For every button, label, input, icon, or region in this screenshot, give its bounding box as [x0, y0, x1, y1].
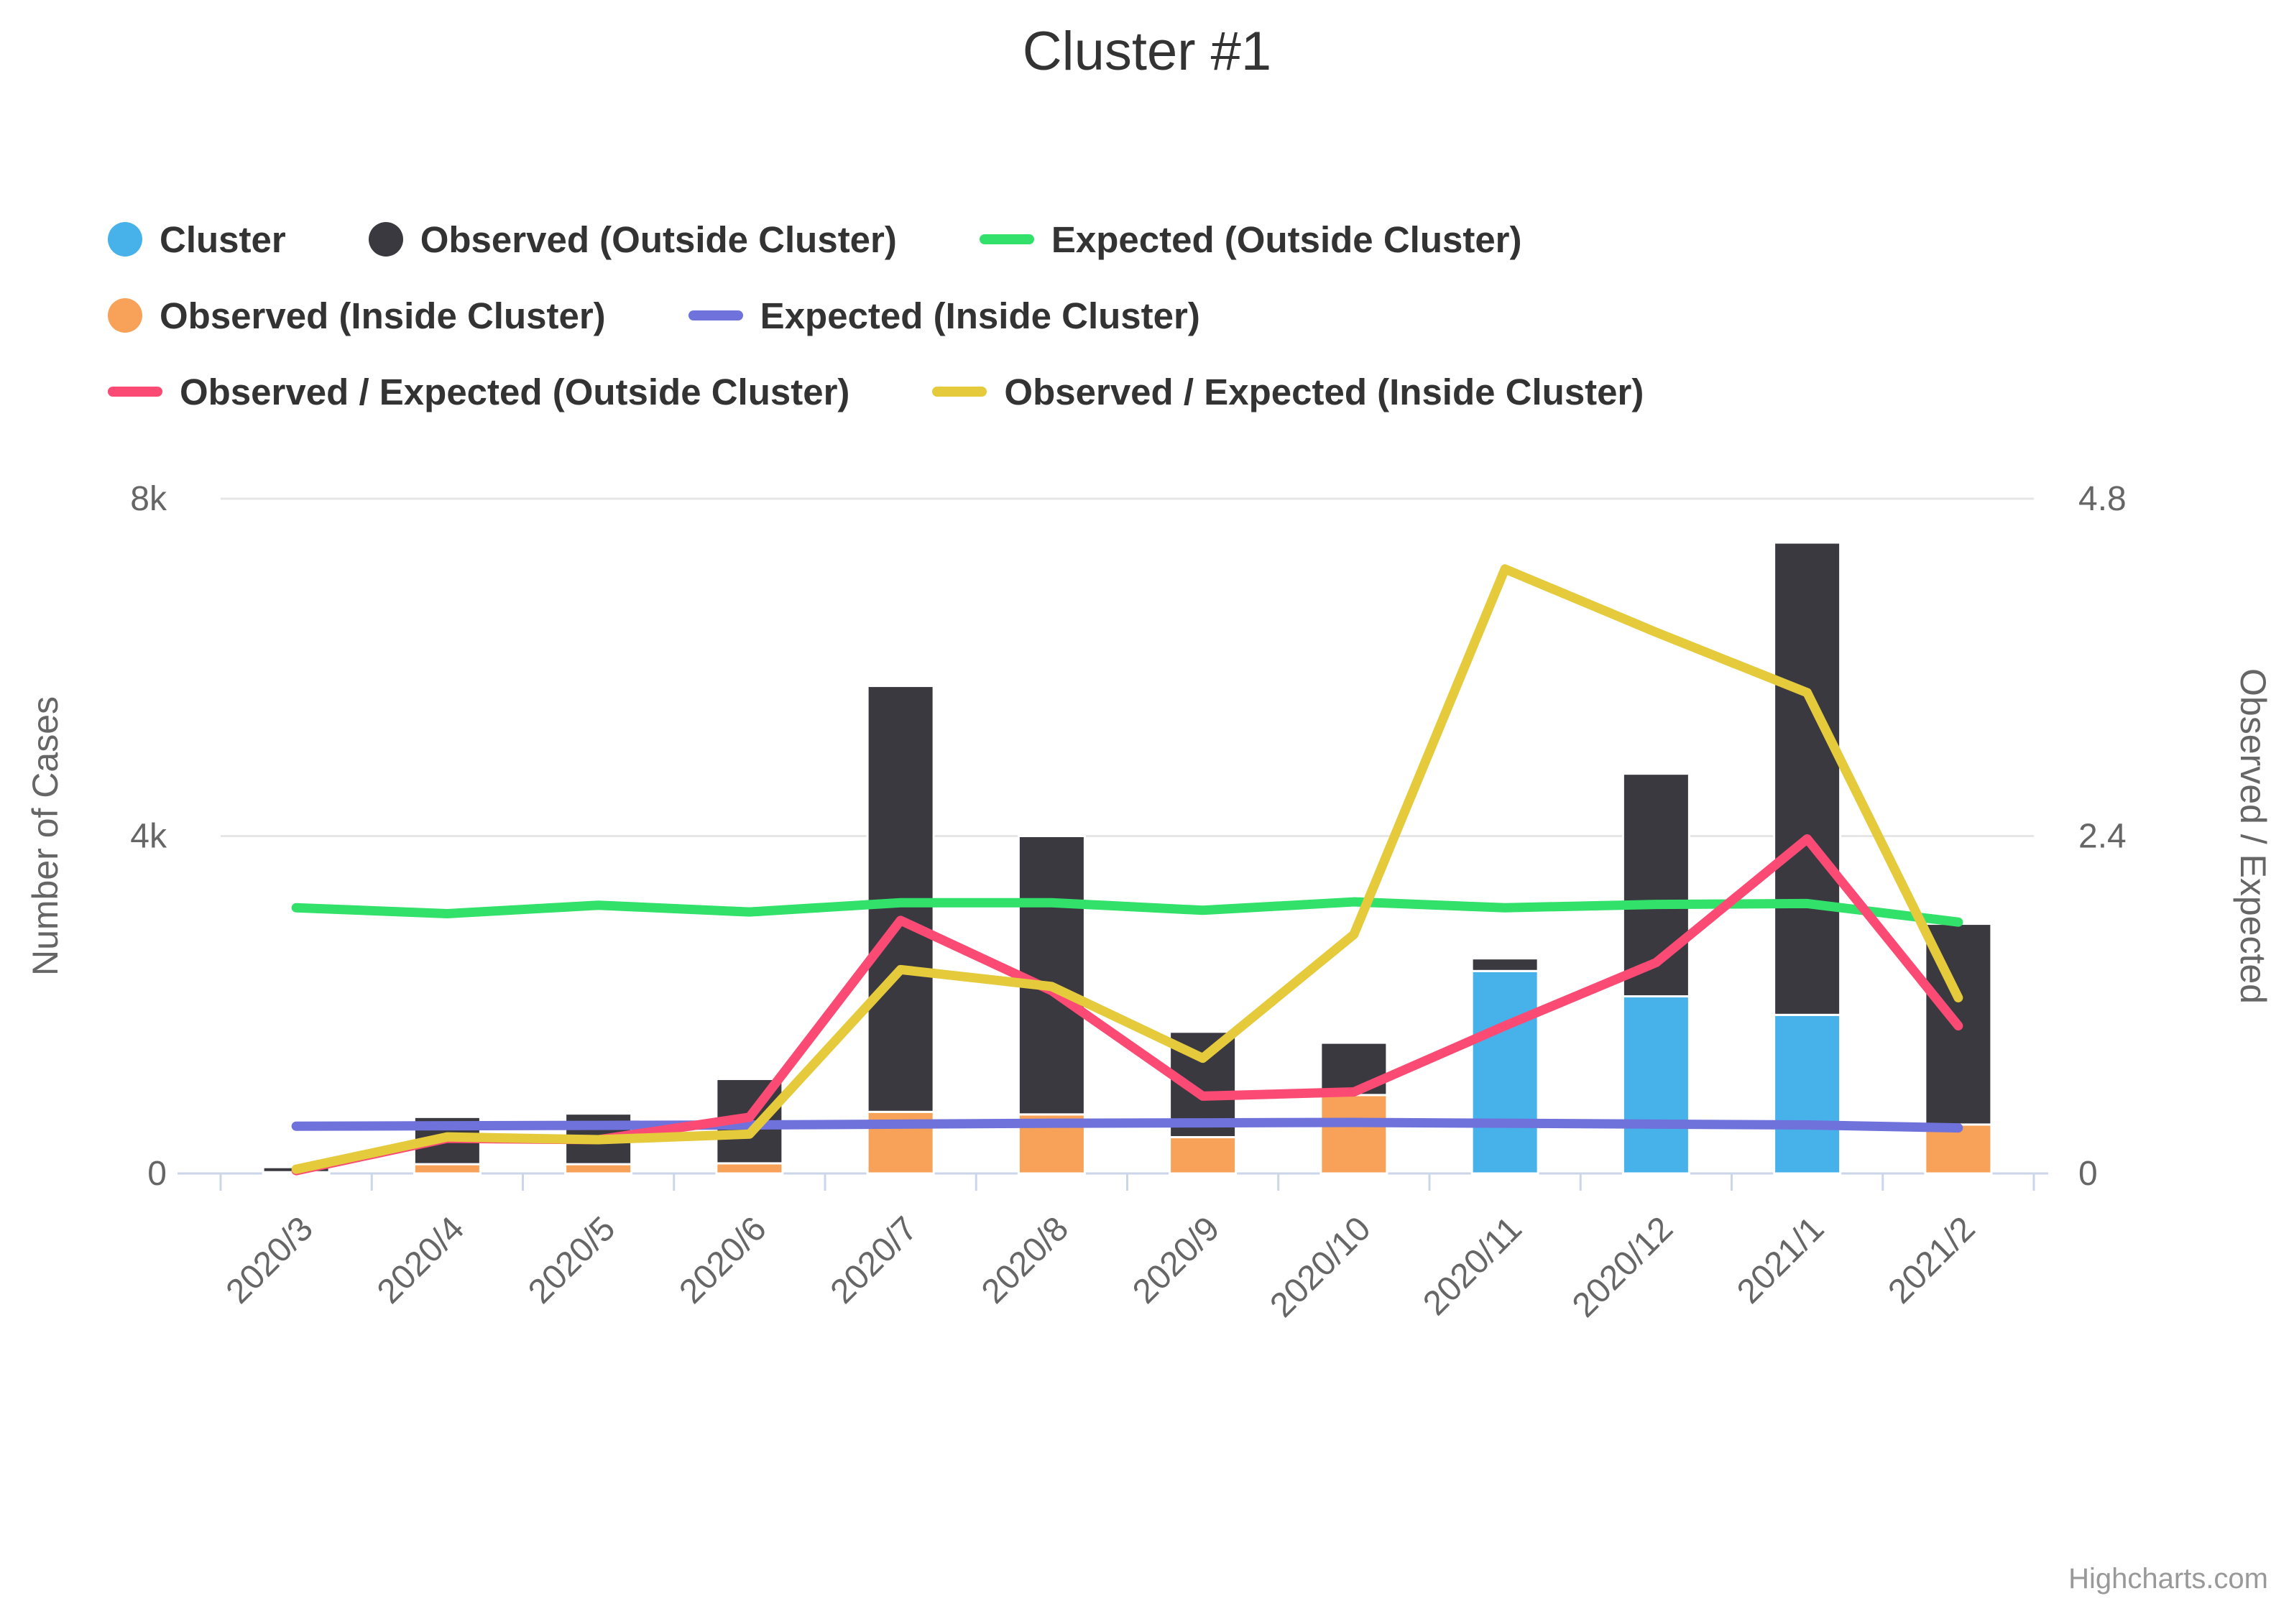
legend-label: Cluster [160, 218, 286, 260]
left-axis-tick-label: 4k [130, 818, 167, 856]
bar-observed-inside-2020/4[interactable] [413, 1163, 482, 1175]
legend-row-1: Observed (Inside Cluster) Expected (Insid… [108, 277, 2251, 354]
oe-inside-line-marker-icon [932, 387, 987, 397]
legend-row-2: Observed / Expected (Outside Cluster) Obs… [108, 354, 2251, 430]
x-axis-label: 2020/12 [1565, 1209, 1680, 1324]
legend: Cluster Observed (Outside Cluster) Expecte… [108, 201, 2251, 430]
x-axis-label: 2020/10 [1263, 1209, 1378, 1324]
legend-item-expected-outside[interactable]: Expected (Outside Cluster) [979, 218, 1522, 261]
line-expected-outside[interactable] [291, 897, 1963, 927]
bar-observed-inside-2021/2[interactable] [1924, 1123, 1993, 1175]
x-axis-label: 2020/4 [370, 1209, 471, 1311]
expected-inside-line-marker-icon [688, 310, 743, 320]
legend-label: Observed (Outside Cluster) [420, 218, 897, 260]
left-axis-tick-label: 8k [130, 480, 167, 518]
legend-item-expected-inside[interactable]: Expected (Inside Cluster) [688, 295, 1200, 337]
legend-label: Expected (Outside Cluster) [1051, 218, 1522, 260]
legend-item-oe-inside[interactable]: Observed / Expected (Inside Cluster) [932, 371, 1644, 413]
chart-title: Cluster #1 [1022, 21, 1272, 82]
bar-observed-outside-2020/11[interactable] [1470, 957, 1539, 972]
legend-label: Observed / Expected (Inside Cluster) [1004, 371, 1644, 412]
legend-item-oe-outside[interactable]: Observed / Expected (Outside Cluster) [108, 371, 849, 413]
legend-item-observed-outside[interactable]: Observed (Outside Cluster) [368, 218, 897, 261]
chart-plot-area: 0 4k 8k 0 2.4 4.8 Number of Cases Observed / Ex… [25, 480, 2273, 1324]
x-axis-label: 2020/9 [1125, 1209, 1227, 1311]
bar-observed-inside-2020/9[interactable] [1169, 1136, 1238, 1175]
right-axis-title: Observed / Expected [2233, 668, 2273, 1004]
bar-observed-inside-2020/5[interactable] [564, 1163, 633, 1175]
right-axis-tick-label: 2.4 [2078, 818, 2127, 856]
left-axis-title: Number of Cases [25, 696, 65, 976]
legend-label: Expected (Inside Cluster) [760, 295, 1200, 336]
bar-observed-inside-2020/10[interactable] [1319, 1094, 1388, 1175]
right-axis-tick-label: 4.8 [2078, 480, 2127, 518]
x-axis-label: 2021/2 [1881, 1209, 1982, 1311]
x-axis-label: 2020/3 [219, 1209, 321, 1311]
left-axis-tick-label: 0 [147, 1155, 167, 1193]
legend-row-0: Cluster Observed (Outside Cluster) Expecte… [108, 201, 2251, 277]
observed-outside-circle-marker-icon [368, 222, 403, 257]
line-oe-inside[interactable] [291, 564, 1963, 1174]
legend-item-observed-inside[interactable]: Observed (Inside Cluster) [108, 295, 606, 337]
observed-inside-circle-marker-icon [108, 298, 142, 333]
legend-item-cluster[interactable]: Cluster [108, 218, 286, 261]
bar-observed-inside-2020/6[interactable] [715, 1162, 784, 1175]
x-axis-label: 2021/1 [1730, 1209, 1831, 1311]
legend-label: Observed (Inside Cluster) [160, 295, 606, 336]
expected-outside-line-marker-icon [979, 234, 1034, 244]
bar-cluster-2020/12[interactable] [1621, 995, 1690, 1175]
x-axis-label: 2020/7 [824, 1209, 925, 1311]
bar-cluster-2020/11[interactable] [1470, 969, 1539, 1175]
cluster-circle-marker-icon [108, 222, 142, 257]
x-axis-label: 2020/6 [672, 1209, 773, 1311]
x-axis-label: 2020/8 [975, 1209, 1076, 1311]
highcharts-credit-link[interactable]: Highcharts.com [2068, 1563, 2268, 1595]
x-axis-label: 2020/5 [521, 1209, 622, 1311]
right-axis-tick-label: 0 [2078, 1155, 2098, 1193]
bar-observed-outside-2021/1[interactable] [1773, 541, 1842, 1016]
line-expected-inside[interactable] [291, 1117, 1963, 1133]
x-axis-label: 2020/11 [1416, 1209, 1529, 1323]
bar-cluster-2021/1[interactable] [1773, 1013, 1842, 1175]
legend-label: Observed / Expected (Outside Cluster) [180, 371, 850, 412]
oe-outside-line-marker-icon [108, 387, 162, 397]
bar-observed-outside-2020/8[interactable] [1017, 835, 1086, 1116]
